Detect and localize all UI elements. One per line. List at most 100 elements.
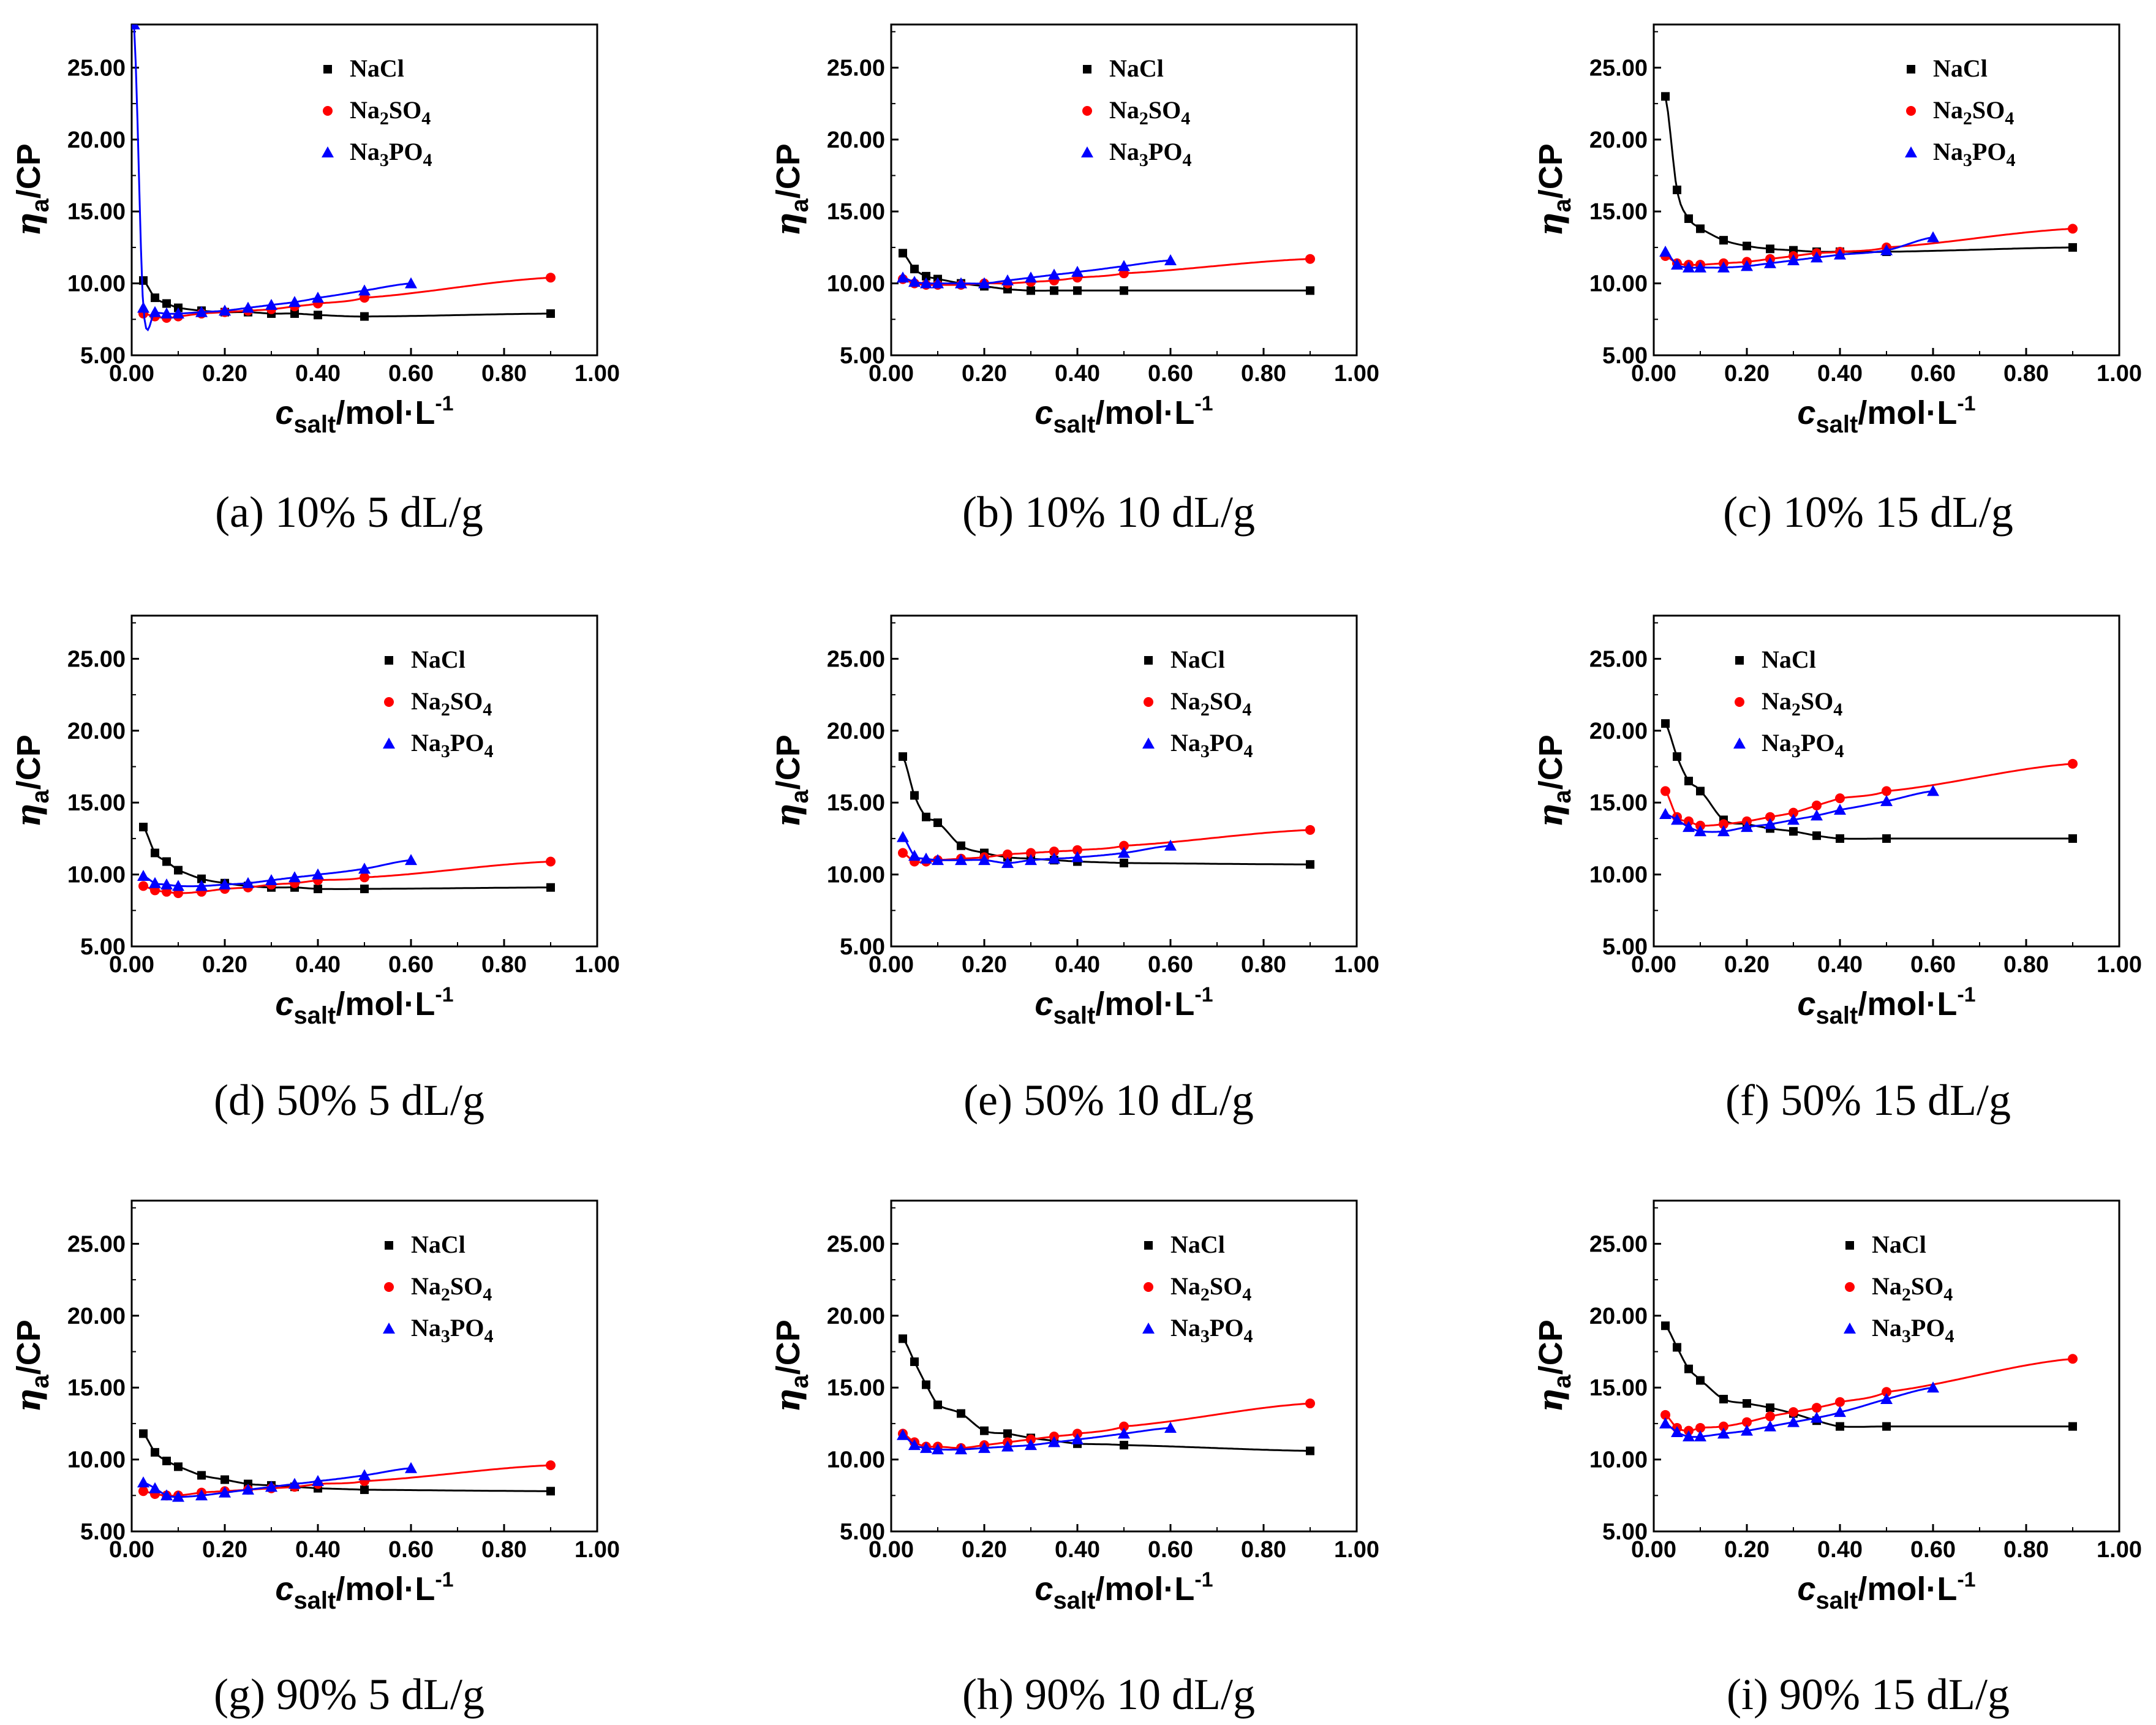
x-tick-label: 0.80 [481, 952, 527, 978]
data-point-Na3PO4 [195, 306, 208, 317]
x-label-sub: salt [1815, 1002, 1858, 1029]
data-point-NaCl [1684, 777, 1693, 785]
y-tick-label: 20.00 [1589, 127, 1648, 153]
plot-frame [1653, 23, 2120, 357]
fit-line-Na2SO4 [902, 1402, 1311, 1449]
legend-sub: 2 [1200, 1285, 1210, 1305]
legend-marker-Na3PO4 [1142, 738, 1155, 749]
legend-text: Na [1872, 1314, 1902, 1342]
y-label-main: η [9, 213, 48, 236]
data-point-NaCl [546, 883, 555, 892]
legend-text: Na [1872, 1272, 1902, 1300]
y-tick-label: 10.00 [1589, 1448, 1648, 1473]
data-point-Na2SO4 [1742, 1417, 1752, 1427]
y-axis-label: ηa/CP [768, 1319, 813, 1413]
legend-marker-Na2SO4 [384, 697, 394, 707]
x-tick-label: 0.20 [1724, 361, 1770, 387]
y-label-main: η [1531, 804, 1570, 828]
legend-text: Na [1170, 729, 1200, 757]
data-point-NaCl [546, 1487, 555, 1496]
data-point-NaCl [922, 812, 930, 821]
data-point-Na3PO4 [1764, 1420, 1776, 1432]
legend-marker-Na2SO4 [1906, 106, 1916, 116]
data-point-Na3PO4 [1741, 1424, 1753, 1436]
legend-text: PO [450, 1314, 484, 1342]
data-point-Na3PO4 [1118, 260, 1130, 271]
data-point-Na3PO4 [1717, 825, 1730, 837]
legend-marker-Na3PO4 [1142, 1323, 1155, 1334]
data-point-Na3PO4 [358, 284, 371, 296]
fit-line-NaCl [902, 1338, 1310, 1452]
data-point-Na3PO4 [160, 878, 173, 890]
data-point-Na2SO4 [2068, 758, 2078, 769]
data-point-Na3PO4 [1164, 839, 1177, 851]
data-point-NaCl [1306, 286, 1314, 295]
y-label-unit: /CP [1532, 1319, 1569, 1375]
data-point-NaCl [162, 299, 171, 308]
data-point-NaCl [1120, 858, 1128, 867]
data-point-NaCl [1050, 286, 1058, 295]
fit-line-NaCl [142, 826, 551, 890]
data-point-Na3PO4 [1694, 825, 1706, 837]
data-point-Na2SO4 [1719, 819, 1728, 829]
chart-panel-f: 0.00 0.20 0.40 0.60 0.80 1.00 5.00 10.00 15.00 20… [1531, 614, 2142, 1125]
series-NaCl [1661, 1321, 2077, 1431]
legend-sub: 3 [1902, 1326, 1911, 1346]
y-tick-label: 20.00 [1589, 1304, 1648, 1329]
y-tick-label: 15.00 [67, 790, 126, 816]
data-point-Na3PO4 [219, 878, 231, 890]
x-label-main: c [1797, 986, 1815, 1022]
chart-panel-g: 0.00 0.20 0.40 0.60 0.80 1.00 5.00 10.00 15.00 20… [9, 1199, 620, 1719]
y-axis-label: ηa/CP [1531, 734, 1576, 828]
series-NaCl [899, 752, 1314, 869]
fit-line-NaCl [142, 1433, 551, 1492]
data-point-Na3PO4 [1671, 1426, 1683, 1437]
legend-marker-NaCl [1144, 1241, 1153, 1250]
legend-text: NaCl [1170, 646, 1225, 673]
legend-sub: 4 [1243, 741, 1253, 761]
y-tick-label: 25.00 [827, 646, 885, 672]
data-point-Na2SO4 [2068, 1354, 2078, 1364]
data-point-Na3PO4 [1787, 1416, 1800, 1427]
x-tick-label: 0.00 [1631, 361, 1676, 387]
data-point-Na3PO4 [172, 1490, 184, 1502]
data-point-NaCl [139, 823, 148, 832]
legend-sub: 4 [421, 108, 431, 129]
data-point-Na3PO4 [265, 874, 277, 885]
x-label-unit: /mol·L [336, 394, 435, 431]
x-tick-label: 1.00 [1334, 1537, 1379, 1563]
legend-marker-Na3PO4 [322, 146, 334, 157]
x-tick-label: 0.80 [1241, 361, 1286, 387]
data-point-NaCl [910, 1357, 919, 1366]
legend-text: NaCl [1933, 55, 1988, 82]
x-axis-label: csalt/mol·L-1 [1035, 392, 1213, 438]
data-point-NaCl [922, 271, 930, 281]
y-axis-label: ηa/CP [768, 143, 813, 236]
x-label-sub: salt [1053, 1002, 1095, 1029]
x-axis-label: csalt/mol·L-1 [1035, 1568, 1213, 1614]
x-tick-label: 1.00 [575, 1537, 620, 1563]
data-point-Na3PO4 [932, 854, 944, 866]
data-point-Na3PO4 [1164, 254, 1177, 266]
y-tick-label: 25.00 [67, 55, 126, 81]
x-tick-label: 0.80 [2003, 952, 2049, 978]
series-Na3PO4 [897, 1421, 1177, 1455]
legend-marker-Na3PO4 [1081, 146, 1093, 157]
data-point-Na3PO4 [137, 1476, 149, 1488]
data-point-NaCl [1673, 1343, 1681, 1352]
data-point-Na3PO4 [1834, 803, 1846, 815]
legend-text: PO [1210, 1314, 1244, 1342]
data-point-Na3PO4 [149, 1482, 161, 1493]
x-label-main: c [1035, 394, 1053, 431]
data-point-Na2SO4 [1072, 845, 1082, 855]
y-tick-label: 15.00 [827, 199, 885, 225]
data-point-Na3PO4 [978, 1441, 990, 1453]
legend-sub: 4 [1242, 1285, 1251, 1305]
legend-label-Na2SO4: Na2SO4 [1170, 1272, 1251, 1305]
legend-sub: 4 [484, 741, 493, 761]
series-Na3PO4 [897, 831, 1177, 868]
legend-label-Na3PO4: Na3PO4 [411, 729, 493, 761]
x-tick-label: 0.40 [295, 361, 341, 387]
panel-caption: (c) 10% 15 dL/g [1723, 488, 2013, 537]
fit-line-Na2SO4 [1665, 1357, 2073, 1432]
